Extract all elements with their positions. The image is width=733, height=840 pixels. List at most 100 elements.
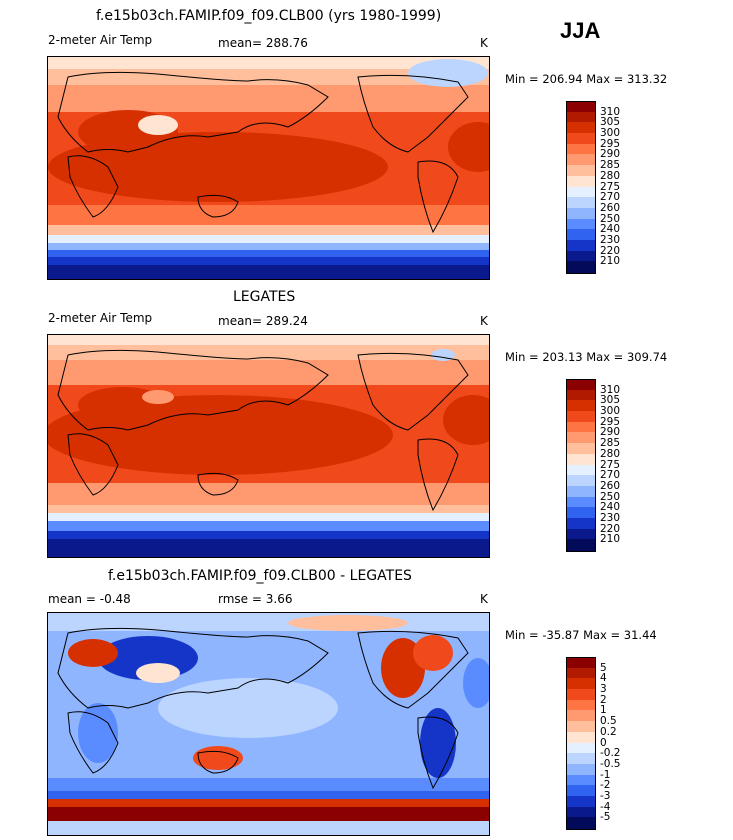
- panel-2-mean: mean= 289.24: [218, 314, 308, 328]
- colorbar-tick-label: 250: [600, 212, 621, 225]
- colorbar-swatch: [566, 218, 596, 230]
- colorbar-swatch: [566, 411, 596, 423]
- colorbar-swatch: [566, 101, 596, 114]
- colorbar-swatch: [566, 239, 596, 252]
- colorbar-swatch: [566, 667, 596, 679]
- colorbar-swatch: [566, 229, 596, 241]
- colorbar-swatch: [566, 261, 596, 274]
- panel-1-temperature-field: [48, 57, 489, 279]
- colorbar-tick-label: 5: [600, 661, 607, 674]
- panel-1-mean-label: mean=: [218, 36, 263, 50]
- colorbar-swatch: [566, 817, 596, 830]
- colorbar-swatch: [566, 742, 596, 754]
- colorbar-swatch: [566, 528, 596, 540]
- panel-3-rmse: rmse = 3.66: [218, 592, 292, 606]
- colorbar-tick-label: 295: [600, 137, 621, 150]
- colorbar-swatch: [566, 785, 596, 797]
- panel-2-title: LEGATES: [233, 289, 296, 305]
- colorbar-tick-label: 220: [600, 522, 621, 535]
- colorbar-tick-label: -4: [600, 800, 611, 813]
- colorbar-swatch: [566, 389, 596, 401]
- colorbar-swatch: [566, 443, 596, 455]
- panel-3-units: K: [480, 592, 488, 606]
- panel-2-mean-value: 289.24: [265, 314, 308, 328]
- colorbar-swatch: [566, 453, 596, 465]
- colorbar-tick-label: -2: [600, 779, 611, 792]
- colorbar-tick-label: 0.5: [600, 715, 617, 728]
- colorbar-swatch: [566, 432, 596, 444]
- panel-2-mean-label: mean=: [218, 314, 263, 328]
- colorbar-swatch: [566, 250, 596, 262]
- colorbar-tick-label: 290: [600, 426, 621, 439]
- colorbar-swatch: [566, 475, 596, 487]
- colorbar-tick-label: 275: [600, 180, 621, 193]
- colorbar-tick-label: 4: [600, 672, 607, 685]
- colorbar-tick-label: 275: [600, 458, 621, 471]
- colorbar-swatch: [566, 710, 596, 722]
- colorbar-tick-label: 310: [600, 105, 621, 118]
- colorbar-tick-label: 210: [600, 533, 621, 546]
- colorbar-tick-label: 285: [600, 159, 621, 172]
- colorbar-tick-label: 285: [600, 437, 621, 450]
- colorbar-swatch: [566, 143, 596, 155]
- colorbar-tick-label: 240: [600, 223, 621, 236]
- colorbar-tick-label: -1: [600, 768, 611, 781]
- colorbar-swatch: [566, 400, 596, 412]
- colorbar-tick-label: 310: [600, 383, 621, 396]
- panel-1-min-max: Min = 206.94 Max = 313.32: [505, 72, 668, 86]
- colorbar-swatch: [566, 507, 596, 519]
- colorbar-swatch: [566, 763, 596, 776]
- colorbar-tick-label: 1: [600, 704, 607, 717]
- panel-3-min-max: Min = -35.87 Max = 31.44: [505, 628, 657, 642]
- colorbar-swatch: [566, 464, 596, 476]
- season-label: JJA: [560, 18, 601, 43]
- panel-3-colorbar: 5 4 3 2 1 0.5 0.2 0 -0.2 -0.5 -1 -2 -3 -4 -5: [566, 657, 666, 830]
- colorbar-tick-label: 300: [600, 405, 621, 418]
- colorbar-tick-label: 210: [600, 255, 621, 268]
- colorbar-tick-label: 280: [600, 169, 621, 182]
- panel-3-mean-label: mean =: [48, 592, 96, 606]
- colorbar-tick-label: 3: [600, 683, 607, 696]
- colorbar-swatch: [566, 165, 596, 177]
- colorbar-swatch: [566, 689, 596, 701]
- colorbar-tick-label: 290: [600, 148, 621, 161]
- colorbar-swatch: [566, 175, 596, 187]
- colorbar-swatch: [566, 657, 596, 670]
- panel-1-colorbar: 310 305 300 295 290 285 280 275 270 260 250 240 230 2…: [566, 101, 666, 274]
- colorbar-swatch: [566, 379, 596, 392]
- panel-1-units: K: [480, 36, 488, 50]
- panel-1-variable-label: 2-meter Air Temp: [48, 33, 153, 47]
- colorbar-swatch: [566, 678, 596, 690]
- colorbar-tick-label: 0.2: [600, 725, 617, 738]
- colorbar-swatch: [566, 111, 596, 123]
- panel-2-colorbar: 310 305 300 295 290 285 280 275 270 260 250 240 230 2…: [566, 379, 666, 552]
- panel-3-rmse-label: rmse =: [218, 592, 262, 606]
- panel-3-mean: mean = -0.48: [48, 592, 131, 606]
- colorbar-swatch: [566, 496, 596, 508]
- colorbar-tick-label: 295: [600, 415, 621, 428]
- panel-3-difference-field: [48, 613, 489, 835]
- colorbar-tick-label: 230: [600, 233, 621, 246]
- colorbar-tick-label: 270: [600, 469, 621, 482]
- colorbar-swatch: [566, 721, 596, 733]
- colorbar-tick-label: 2: [600, 693, 607, 706]
- colorbar-tick-label: 270: [600, 191, 621, 204]
- colorbar-tick-label: 305: [600, 394, 621, 407]
- colorbar-swatch: [566, 133, 596, 145]
- colorbar-swatch: [566, 197, 596, 209]
- colorbar-tick-label: -3: [600, 789, 611, 802]
- colorbar-tick-label: 300: [600, 127, 621, 140]
- panel-1-title: f.e15b03ch.FAMIP.f09_f09.CLB00 (yrs 1980…: [96, 8, 442, 24]
- panel-3-rmse-value: 3.66: [265, 592, 293, 606]
- panel-1-mean-value: 288.76: [265, 36, 308, 50]
- panel-1-map: [47, 56, 490, 280]
- colorbar-tick-label: 260: [600, 201, 621, 214]
- panel-3-mean-value: -0.48: [99, 592, 131, 606]
- panel-3-map: [47, 612, 490, 836]
- panel-3-title: f.e15b03ch.FAMIP.f09_f09.CLB00 - LEGATES: [108, 568, 412, 584]
- colorbar-swatch: [566, 186, 596, 198]
- colorbar-tick-label: 250: [600, 490, 621, 503]
- colorbar-swatch: [566, 753, 596, 765]
- colorbar-swatch: [566, 122, 596, 134]
- colorbar-swatch: [566, 699, 596, 711]
